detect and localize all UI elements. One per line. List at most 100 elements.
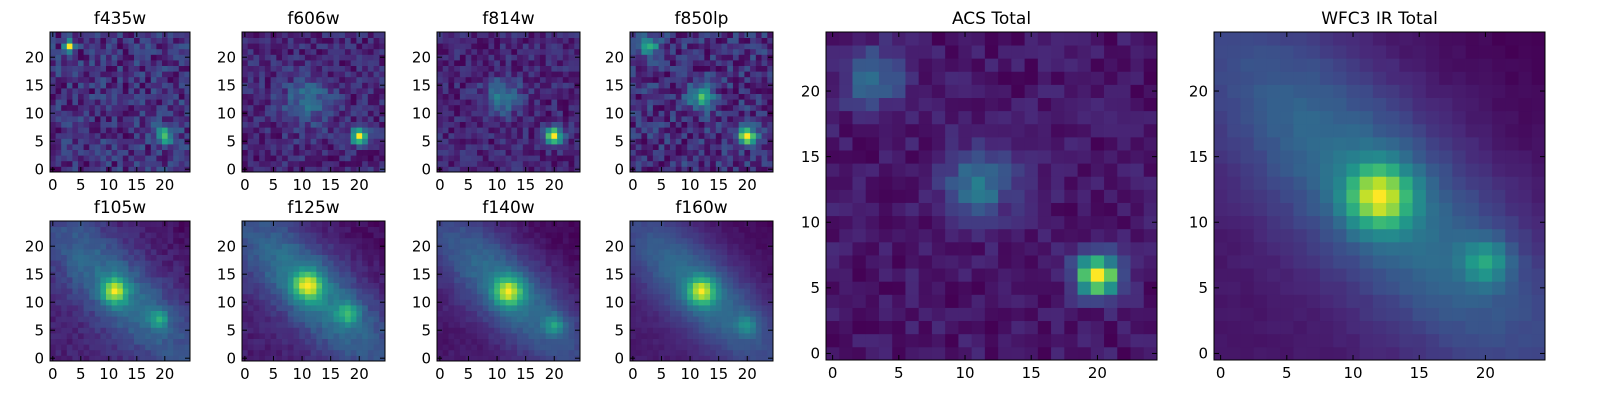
heatmap-cell xyxy=(715,321,722,328)
heatmap-cell xyxy=(270,104,277,111)
heatmap-cell xyxy=(710,160,717,167)
heatmap-cell xyxy=(488,54,495,61)
heatmap-cell xyxy=(264,271,271,278)
heatmap-cell xyxy=(304,104,312,111)
heatmap-cell xyxy=(61,110,68,117)
heatmap-cell xyxy=(477,321,484,328)
heatmap-cell xyxy=(61,254,68,261)
heatmap-cell xyxy=(652,160,659,167)
heatmap-cell xyxy=(356,316,363,323)
heatmap-cell xyxy=(562,249,569,255)
heatmap-cell xyxy=(150,110,157,117)
heatmap-cell xyxy=(61,99,68,106)
heatmap-cell xyxy=(499,110,507,117)
heatmap-cell xyxy=(522,138,529,145)
heatmap-cell xyxy=(299,149,306,156)
heatmap-cell xyxy=(459,305,466,311)
heatmap-cell xyxy=(122,76,129,83)
heatmap-cell xyxy=(94,149,101,156)
heatmap-cell xyxy=(704,99,711,106)
heatmap-cell xyxy=(499,288,507,295)
heatmap-cell xyxy=(373,254,380,261)
heatmap-cell xyxy=(299,144,306,150)
heatmap-cell xyxy=(167,155,174,162)
heatmap-cell xyxy=(247,60,254,66)
heatmap-cell xyxy=(139,37,146,44)
heatmap-cell xyxy=(545,99,552,106)
heatmap-cell xyxy=(356,82,363,89)
heatmap-cell xyxy=(557,65,564,72)
heatmap-cell xyxy=(299,293,306,300)
heatmap-cell xyxy=(134,237,140,244)
heatmap-cell xyxy=(373,99,380,106)
heatmap-cell xyxy=(727,32,734,38)
heatmap-cell xyxy=(134,349,140,356)
heatmap-cell xyxy=(66,260,73,267)
heatmap-cell xyxy=(304,333,312,339)
heatmap-cell xyxy=(761,93,768,100)
panel-f105w: 0 5 10 15 20 0 5 10 15 20 f105w xyxy=(0,190,200,400)
heatmap-cell xyxy=(442,288,449,295)
heatmap-cell xyxy=(528,243,535,250)
heatmap-cell xyxy=(156,349,163,356)
heatmap-cell xyxy=(310,305,317,311)
heatmap-cell xyxy=(652,32,659,38)
heatmap-cell xyxy=(304,321,312,328)
heatmap-cell xyxy=(562,321,569,328)
heatmap-cell xyxy=(167,43,174,50)
heatmap-cell xyxy=(304,254,312,261)
heatmap-cell xyxy=(459,338,466,345)
heatmap-cell xyxy=(562,132,569,139)
heatmap-cell xyxy=(83,99,90,106)
y-tick-label: 5 xyxy=(34,132,44,150)
heatmap-cell xyxy=(704,37,711,44)
heatmap-cell xyxy=(465,116,472,122)
heatmap-cell xyxy=(755,338,762,345)
heatmap-cell xyxy=(505,338,512,345)
heatmap-cell xyxy=(173,48,180,55)
heatmap-cell xyxy=(750,110,757,117)
heatmap-cell xyxy=(635,132,642,139)
y-tick-label: 0 xyxy=(34,160,44,178)
heatmap-cell xyxy=(687,155,694,162)
heatmap-cell xyxy=(287,288,294,295)
heatmap-cell xyxy=(477,299,484,306)
heatmap-cell xyxy=(687,316,694,323)
heatmap-cell xyxy=(692,82,700,89)
heatmap-cell xyxy=(247,138,254,145)
heatmap-cell xyxy=(66,116,73,122)
heatmap-cell xyxy=(173,316,180,323)
heatmap-cell xyxy=(557,349,564,356)
heatmap-cell xyxy=(517,127,524,134)
heatmap-cell xyxy=(562,116,569,122)
heatmap-cell xyxy=(242,116,249,122)
heatmap-cell xyxy=(488,99,495,106)
heatmap-cell xyxy=(687,288,694,295)
heatmap-cell xyxy=(379,282,386,289)
heatmap-cell xyxy=(78,260,84,267)
heatmap-cell xyxy=(72,99,79,106)
heatmap-cell xyxy=(94,138,101,145)
heatmap-cell xyxy=(356,138,363,145)
heatmap-cell xyxy=(184,344,191,351)
heatmap-cell xyxy=(664,344,671,351)
heatmap-cell xyxy=(635,116,642,122)
heatmap-cell xyxy=(658,155,665,162)
heatmap-cell xyxy=(282,260,289,267)
heatmap-cell xyxy=(545,48,552,55)
heatmap-cell xyxy=(437,60,444,66)
heatmap-cell xyxy=(178,144,185,150)
heatmap-cell xyxy=(715,282,722,289)
heatmap-cell xyxy=(471,104,478,111)
heatmap-cell xyxy=(276,43,283,50)
heatmap-cell xyxy=(362,110,369,117)
heatmap-cell xyxy=(522,333,529,339)
heatmap-cell xyxy=(437,76,444,83)
heatmap-cell xyxy=(310,127,317,134)
heatmap-cell xyxy=(178,104,185,111)
heatmap-cell xyxy=(362,60,369,66)
heatmap-cell xyxy=(641,43,648,50)
heatmap-cell xyxy=(732,127,740,134)
heatmap-cell xyxy=(150,349,157,356)
